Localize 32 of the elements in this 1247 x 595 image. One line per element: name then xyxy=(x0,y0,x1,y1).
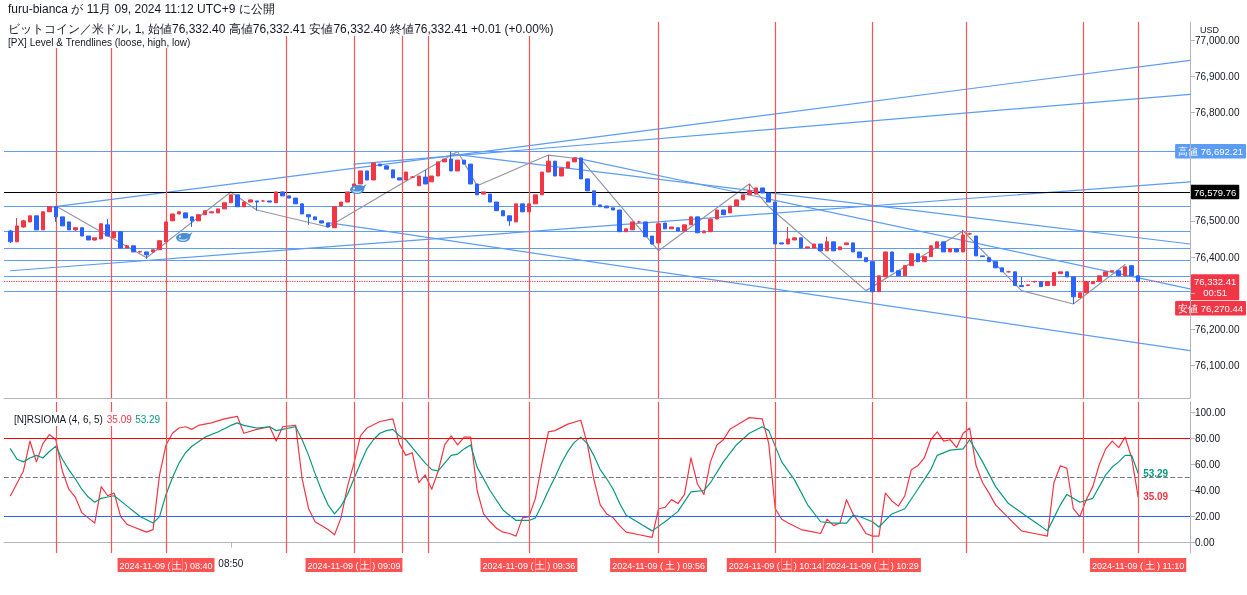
ref-line-label: 76,579.76 xyxy=(1194,186,1237,198)
x-tick-label: 2024-11-09 (土) 08:40 xyxy=(119,559,213,571)
y-tick-label: 0.00 xyxy=(1195,537,1215,549)
data-label: 35.09 xyxy=(1143,491,1169,503)
text: 53.29 xyxy=(135,413,161,425)
y-tick-label: 76,900.00 xyxy=(1195,70,1240,82)
x-tick-label: 2024-11-09 (土) 11:10 xyxy=(1092,559,1185,571)
y-tick-label: 40.00 xyxy=(1195,485,1221,497)
y-tick-label: 100.00 xyxy=(1195,406,1227,418)
text: [N]RSIOMA (4, 6, 5) xyxy=(14,413,103,425)
x-tick-label: 08:50 xyxy=(218,557,244,569)
x-tick-label: 2024-11-09 (土) 09:36 xyxy=(482,559,576,571)
text: [PX] Level & Trendlines (loose, high, low) xyxy=(8,36,191,48)
text: 35.09 xyxy=(106,413,133,425)
y-axis-title: USD xyxy=(1200,25,1220,35)
y-tick-label: 76,100.00 xyxy=(1195,359,1240,371)
text: furu-bianca が 11月 09, 2024 11:12 UTC+9 に公開 xyxy=(8,2,275,16)
ref-line-label: 76,332.41 00:51 xyxy=(1194,275,1237,299)
x-tick-label: 2024-11-09 (土) 10:29 xyxy=(825,559,919,571)
x-tick-label: 2024-11-09 (土) 09:56 xyxy=(612,559,706,571)
x-tick-label: 2024-11-09 (土) 09:09 xyxy=(307,559,401,571)
chart-title: ビットコイン／米ドル, 1, 始値76,332.40 高値76,332.41 安値76,332.40 終値76,332.41 +0.01 (+0.00%) xyxy=(8,22,554,36)
y-tick-label: 80.00 xyxy=(1195,432,1221,444)
y-tick-label: 20.00 xyxy=(1195,511,1221,523)
y-tick-label: 77,000.00 xyxy=(1195,34,1240,46)
y-tick-label: 76,200.00 xyxy=(1195,323,1240,335)
y-tick-label: 76,400.00 xyxy=(1195,251,1240,263)
y-tick-label: 76,800.00 xyxy=(1195,106,1240,118)
y-tick-label: 76,500.00 xyxy=(1195,215,1240,227)
data-label: 53.29 xyxy=(1143,467,1169,479)
y-tick-label: 60.00 xyxy=(1195,458,1221,470)
x-tick-label: 2024-11-09 (土) 10:14 xyxy=(728,559,822,571)
